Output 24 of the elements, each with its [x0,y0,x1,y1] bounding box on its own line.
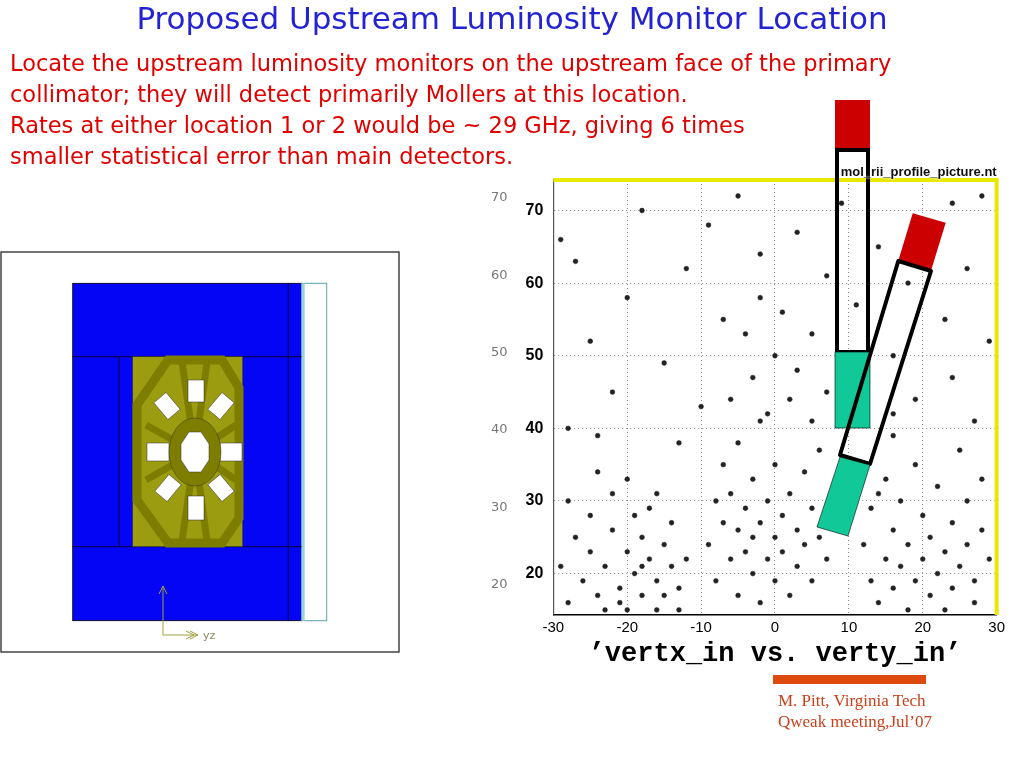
x-tick-label: -20 [616,618,639,636]
y2-tick-label: 30 [491,498,508,514]
x-tick-label: -30 [542,618,565,636]
y2-tick-label: 20 [491,576,508,592]
y-tick-label: 70 [525,200,544,218]
y-tick-label: 50 [525,346,544,364]
y-tick-label: 30 [525,491,544,509]
y2-tick-label: 60 [491,266,508,282]
chart-title: Proposed Upstream Luminosity Monitor Location [135,0,889,36]
y-tick-label: 60 [525,273,544,291]
x-tick-label: 0 [770,618,780,636]
x-tick-label: -10 [690,618,712,636]
y2-tick-label: 70 [491,189,508,205]
collimator-diagram: yz [0,250,402,656]
x-tick-label: 30 [988,618,1005,636]
x-tick-label: 10 [840,618,858,636]
y-tick-label: 20 [525,564,544,582]
text: Qweak meeting,Jul’07 [778,712,932,732]
y2-tick-label: 40 [491,421,508,437]
x-axis-title: ’vertx_in vs. verty_in’ [588,639,962,670]
y2-tick-label: 50 [491,343,508,359]
text: M. Pitt, Virginia Tech [778,691,926,711]
y-tick-label: 40 [525,418,544,436]
x-tick-label: 20 [914,618,932,636]
